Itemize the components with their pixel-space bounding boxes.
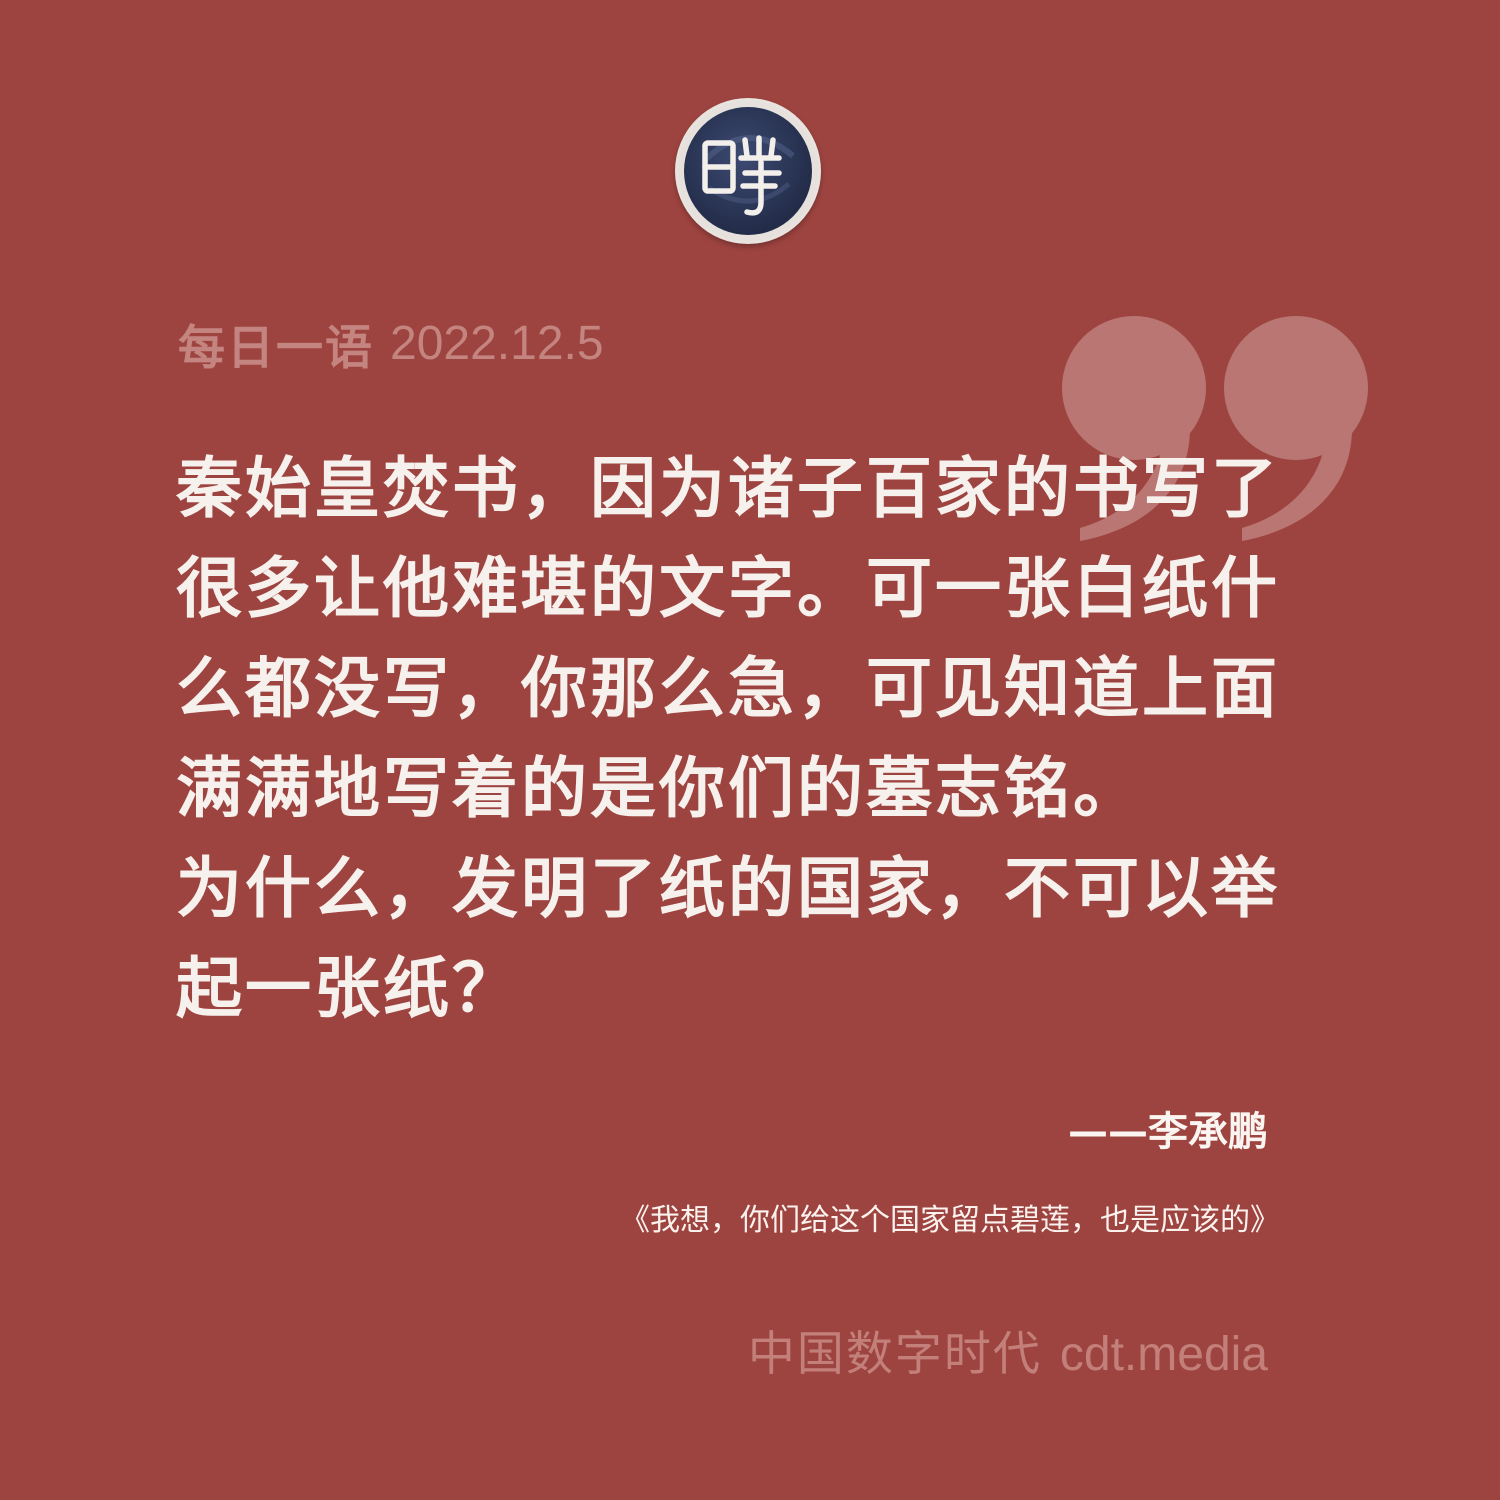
footer-brand: 中国数字时代 cdt.media	[748, 1322, 1268, 1388]
quote-line: 秦始皇焚书，因为诸子百家的书写了	[176, 449, 1280, 527]
quote-line: 满满地写着的是你们的墓志铭。	[176, 749, 1142, 827]
source-title: 《我想，你们给这个国家留点碧莲，也是应该的》	[620, 1203, 1280, 1238]
quote-line: 为什么，发明了纸的国家，不可以举	[176, 849, 1280, 927]
cdt-seal-logo-icon	[678, 101, 818, 241]
date-line: 每日一语 2022.12.5	[178, 312, 604, 376]
brand-url: cdt.media	[1059, 1328, 1268, 1381]
quote-line: 很多让他难堪的文字。可一张白纸什	[176, 549, 1280, 627]
quote-body: 秦始皇焚书，因为诸子百家的书写了 很多让他难堪的文字。可一张白纸什 么都没写，你…	[176, 438, 1316, 1038]
date-value: 2022.12.5	[390, 316, 604, 370]
quote-line: 起一张纸？	[176, 949, 521, 1027]
logo	[675, 98, 821, 244]
section-label: 每日一语	[178, 320, 374, 376]
brand-name: 中国数字时代	[747, 1327, 1042, 1382]
author: ——李承鹏	[1068, 1109, 1268, 1155]
quote-line: 么都没写，你那么急，可见知道上面	[176, 649, 1280, 727]
